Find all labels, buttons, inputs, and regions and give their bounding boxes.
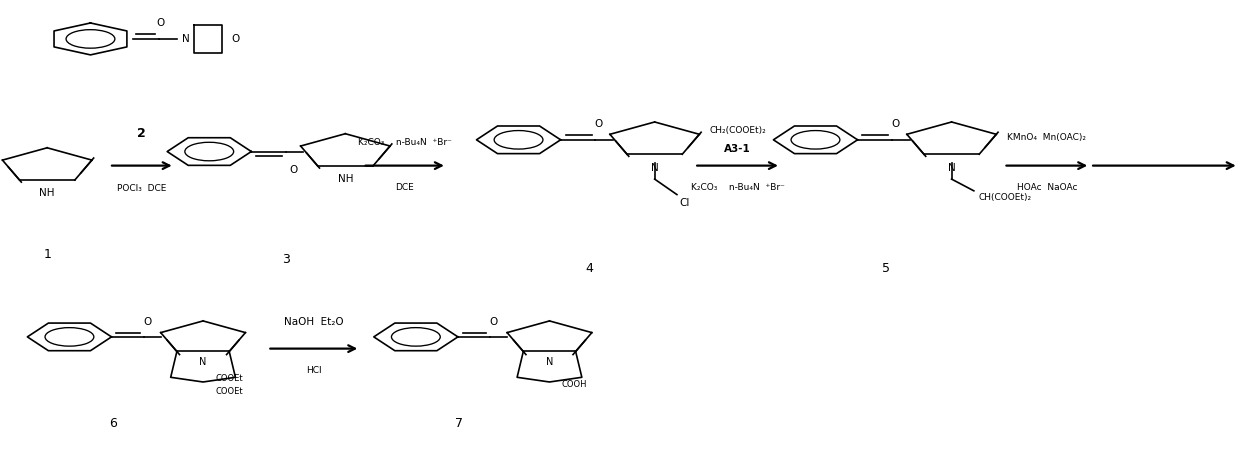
Text: COOEt: COOEt bbox=[216, 374, 243, 383]
Text: A3-1: A3-1 bbox=[724, 144, 751, 154]
Text: 5: 5 bbox=[882, 262, 890, 275]
Text: HCl: HCl bbox=[306, 366, 321, 375]
Text: COOH: COOH bbox=[562, 380, 588, 389]
Text: HOAc  NaOAc: HOAc NaOAc bbox=[1017, 184, 1078, 193]
Text: 3: 3 bbox=[281, 253, 290, 266]
Text: O: O bbox=[490, 318, 498, 328]
Text: 1: 1 bbox=[43, 248, 51, 261]
Text: Cl: Cl bbox=[680, 198, 689, 208]
Text: 4: 4 bbox=[585, 262, 593, 275]
Text: COOEt: COOEt bbox=[216, 387, 243, 396]
Text: O: O bbox=[231, 34, 239, 44]
Text: NH: NH bbox=[40, 188, 55, 199]
Text: N: N bbox=[546, 357, 553, 367]
Text: O: O bbox=[595, 119, 603, 129]
Text: N: N bbox=[200, 357, 207, 367]
Text: NaOH  Et₂O: NaOH Et₂O bbox=[284, 318, 343, 328]
Text: CH(COOEt)₂: CH(COOEt)₂ bbox=[978, 193, 1032, 202]
Text: N: N bbox=[182, 34, 190, 44]
Text: N: N bbox=[947, 163, 956, 173]
Text: POCl₃  DCE: POCl₃ DCE bbox=[117, 185, 166, 194]
Text: O: O bbox=[157, 18, 165, 28]
Text: 7: 7 bbox=[455, 417, 464, 430]
Text: KMnO₄  Mn(OAC)₂: KMnO₄ Mn(OAC)₂ bbox=[1007, 133, 1086, 142]
Text: CH₂(COOEt)₂: CH₂(COOEt)₂ bbox=[709, 126, 766, 135]
Text: NH: NH bbox=[337, 175, 353, 185]
Text: 2: 2 bbox=[138, 127, 146, 140]
Text: N: N bbox=[651, 163, 658, 173]
Text: O: O bbox=[892, 119, 900, 129]
Text: O: O bbox=[289, 165, 298, 175]
Text: 6: 6 bbox=[109, 417, 117, 430]
Text: K₂CO₃    n-Bu₄N  ⁺Br⁻: K₂CO₃ n-Bu₄N ⁺Br⁻ bbox=[691, 184, 785, 193]
Text: O: O bbox=[144, 318, 151, 328]
Text: K₂CO₃    n-Bu₄N  ⁺Br⁻: K₂CO₃ n-Bu₄N ⁺Br⁻ bbox=[358, 138, 451, 147]
Text: DCE: DCE bbox=[396, 184, 414, 193]
